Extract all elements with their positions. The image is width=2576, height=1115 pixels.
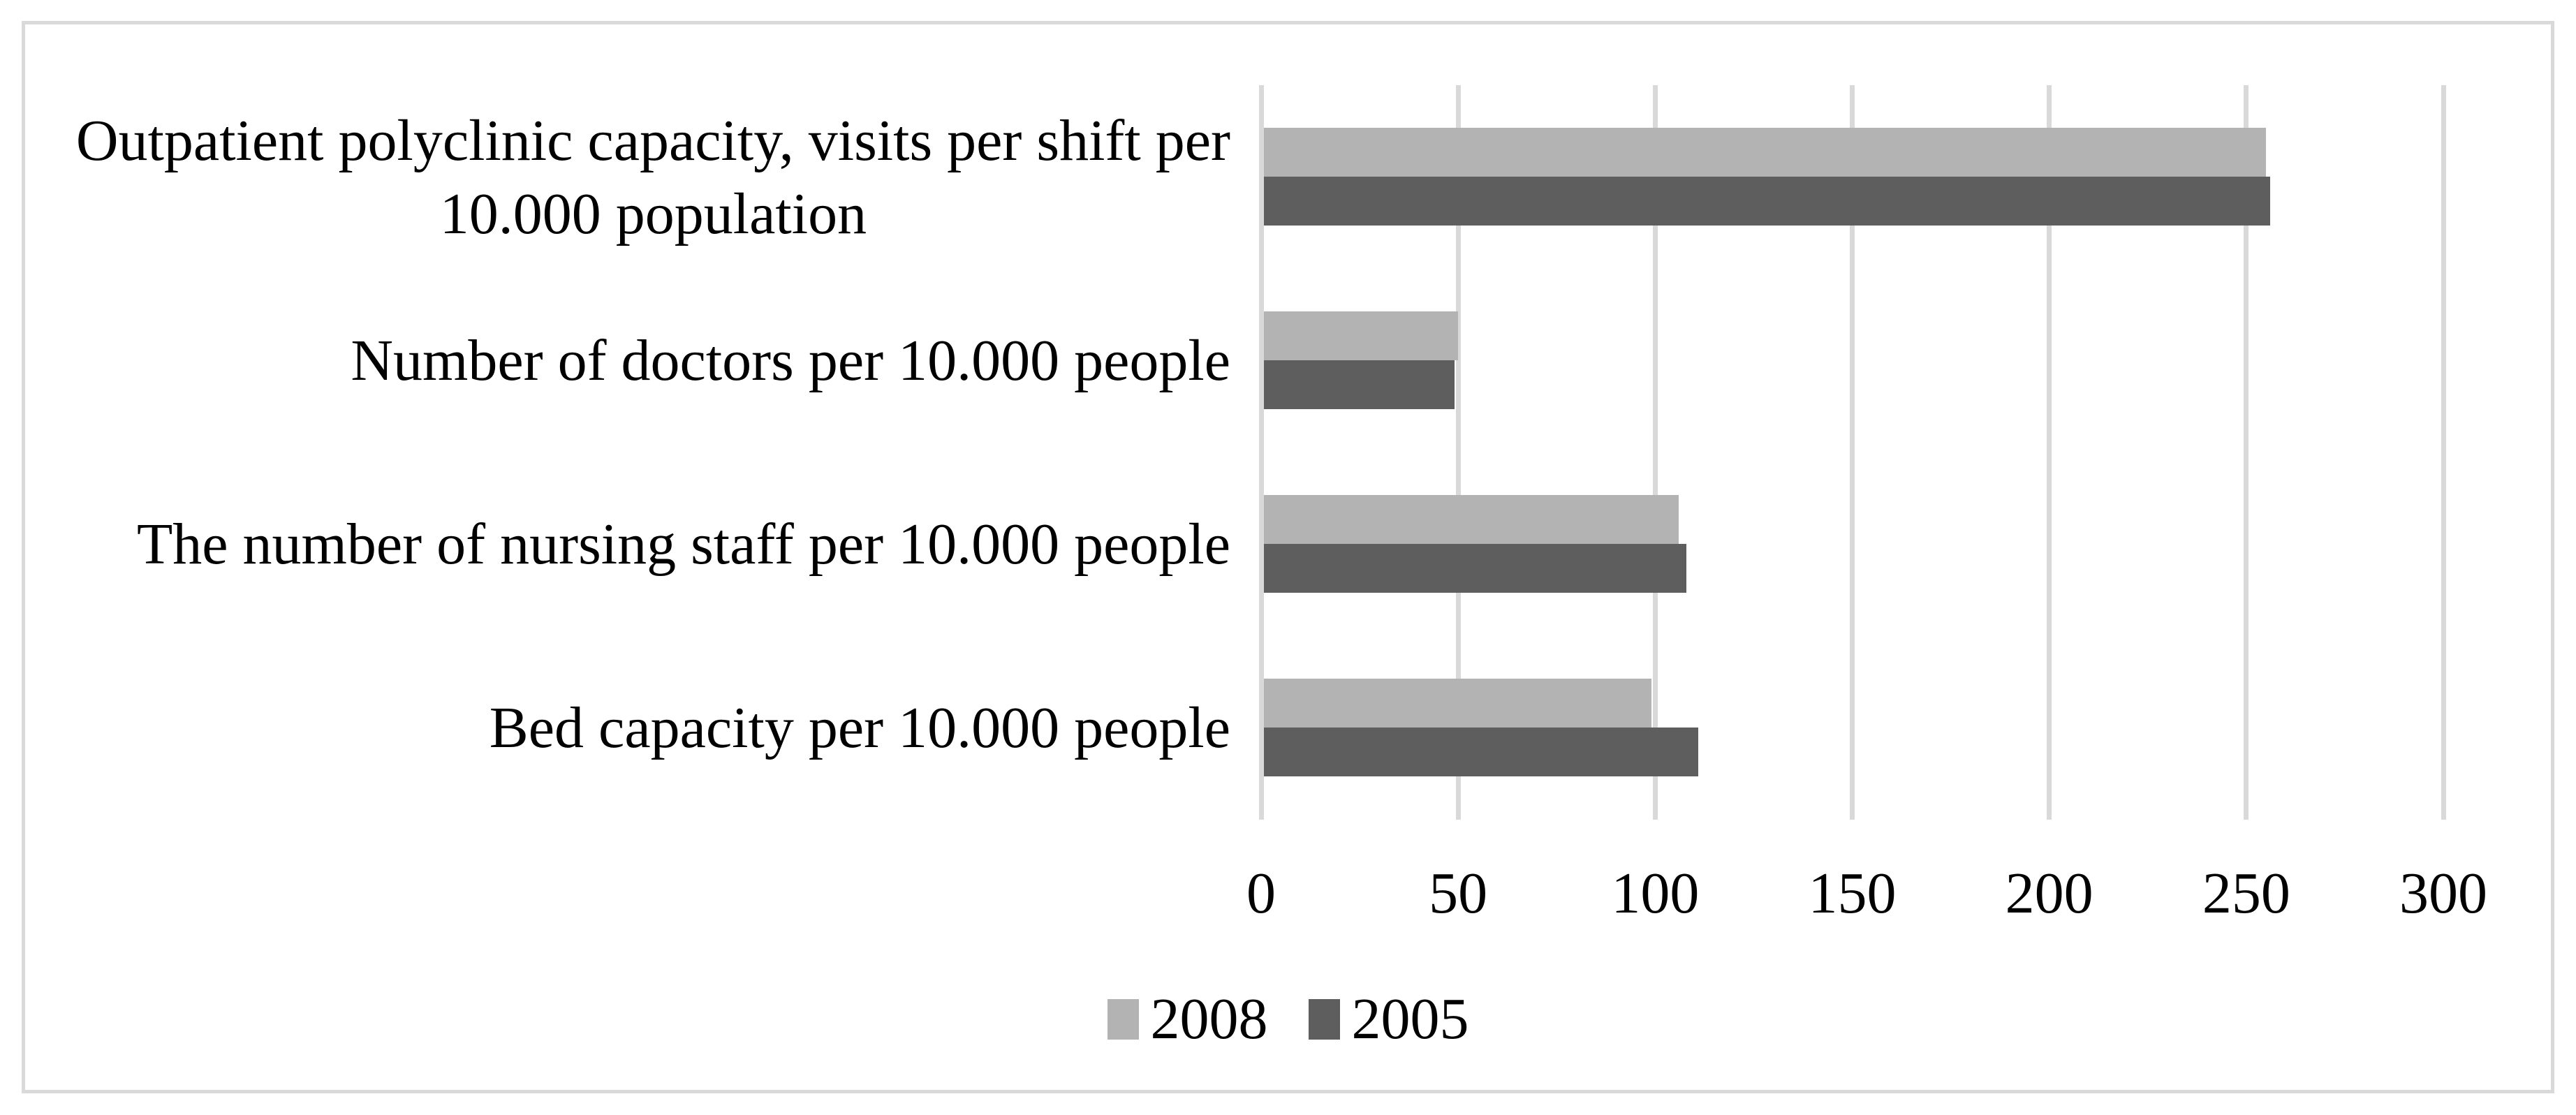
gridline <box>1652 85 1658 820</box>
gridline <box>2047 85 2052 820</box>
legend-swatch-2008 <box>1107 999 1139 1040</box>
category-label: Number of doctors per 10.000 people <box>351 269 1230 452</box>
gridline <box>1850 85 1855 820</box>
legend-item-2008: 2008 <box>1107 990 1268 1049</box>
gridline <box>2441 85 2446 820</box>
category-label-text: The number of nursing staff per 10.000 p… <box>136 512 1230 577</box>
category-label: Outpatient polyclinic capacity, visits p… <box>76 85 1230 269</box>
x-tick-label: 50 <box>1429 861 1488 926</box>
x-tick-label: 200 <box>2005 861 2093 926</box>
gridline <box>2244 85 2249 820</box>
category-label: The number of nursing staff per 10.000 p… <box>137 452 1230 636</box>
legend-label: 2008 <box>1150 987 1268 1051</box>
legend-item-2005: 2005 <box>1308 987 1469 1051</box>
category-label: Bed capacity per 10.000 people <box>490 636 1230 820</box>
gridline <box>1258 85 1264 820</box>
bar-2008-category-4 <box>1263 679 1651 728</box>
x-tick-label: 0 <box>1246 861 1276 926</box>
x-tick-label: 300 <box>2399 861 2487 926</box>
bar-2005-category-4 <box>1263 728 1699 776</box>
legend: 2008 2005 <box>0 990 2576 1049</box>
legend-label: 2005 <box>1351 987 1469 1051</box>
category-label-text: Number of doctors per 10.000 people <box>351 328 1230 393</box>
bar-2008-category-2 <box>1263 311 1459 360</box>
bar-2005-category-1 <box>1263 177 2270 226</box>
legend-swatch-2005 <box>1308 999 1340 1040</box>
x-tick-label: 250 <box>2202 861 2290 926</box>
bar-2008-category-1 <box>1263 128 2267 177</box>
gridline <box>1455 85 1461 820</box>
x-tick-label: 100 <box>1611 861 1700 926</box>
x-tick-label: 150 <box>1808 861 1897 926</box>
category-label-text: Bed capacity per 10.000 people <box>489 695 1230 760</box>
bar-2005-category-2 <box>1263 360 1455 409</box>
bar-2008-category-3 <box>1263 495 1679 544</box>
category-label-text: Outpatient polyclinic capacity, visits p… <box>75 108 1230 246</box>
chart-border <box>22 21 2554 1093</box>
bar-2005-category-3 <box>1263 544 1687 593</box>
